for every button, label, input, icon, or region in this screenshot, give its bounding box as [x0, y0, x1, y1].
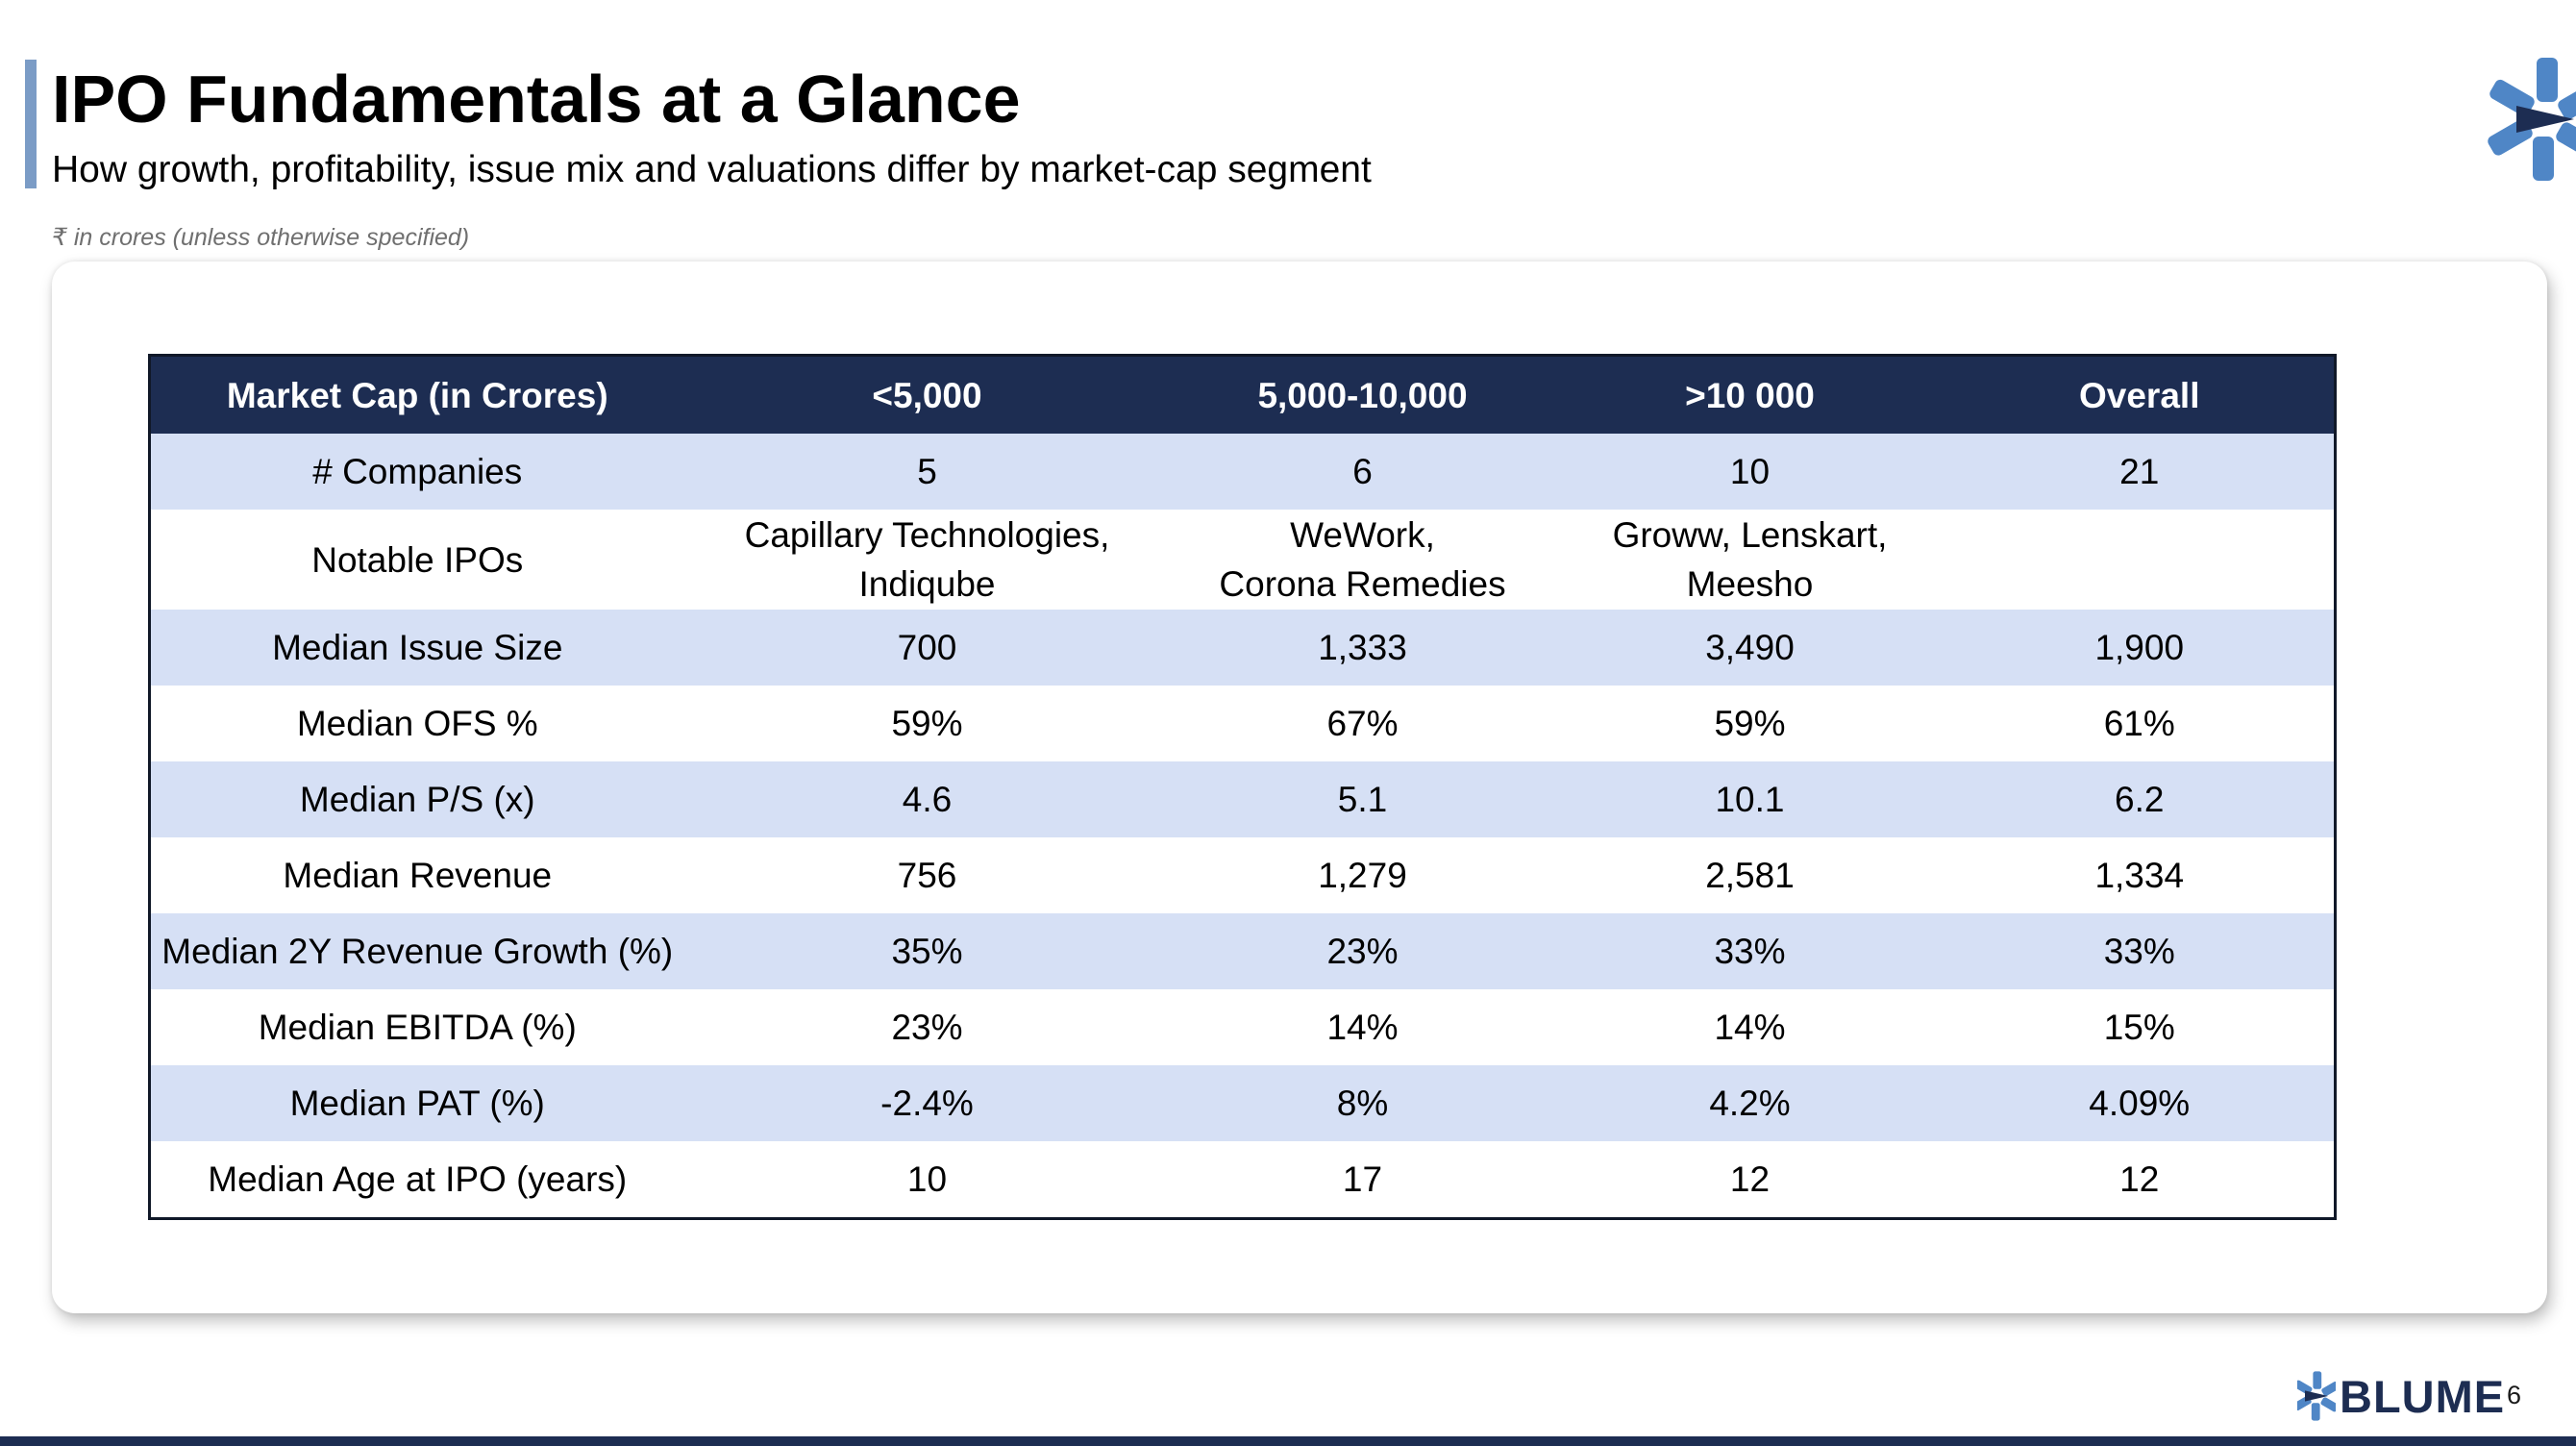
table-cell: [1944, 510, 2336, 610]
row-label-cell: # Companies: [149, 434, 684, 510]
table-cell: 23%: [683, 989, 1171, 1065]
table-cell: 756: [683, 837, 1171, 913]
brand-name: BLUME: [2340, 1370, 2506, 1422]
table-cell: 33%: [1554, 913, 1945, 989]
table-cell: 1,334: [1944, 837, 2336, 913]
table-row: Median Issue Size 700 1,333 3,490 1,900: [149, 610, 2336, 686]
table-cell: 10.1: [1554, 761, 1945, 837]
row-label-cell: Median P/S (x): [149, 761, 684, 837]
table-cell: 23%: [1170, 913, 1555, 989]
table-cell: 4.6: [683, 761, 1171, 837]
table-cell: 4.2%: [1554, 1065, 1945, 1141]
table-cell: 2,581: [1554, 837, 1945, 913]
table-cell: 61%: [1944, 686, 2336, 761]
table-cell: 59%: [683, 686, 1171, 761]
table-row: Median Revenue 756 1,279 2,581 1,334: [149, 837, 2336, 913]
row-label-cell: Median Age at IPO (years): [149, 1141, 684, 1219]
column-header: Market Cap (in Crores): [149, 355, 684, 434]
table-cell: 14%: [1554, 989, 1945, 1065]
table-cell: 3,490: [1554, 610, 1945, 686]
table-cell: 6: [1170, 434, 1555, 510]
table-cell: Groww, Lenskart, Meesho: [1554, 510, 1945, 610]
table-header-row: Market Cap (in Crores) <5,000 5,000-10,0…: [149, 355, 2336, 434]
table-cell: 5.1: [1170, 761, 1555, 837]
table-cell: 33%: [1944, 913, 2336, 989]
table-cell: WeWork, Corona Remedies: [1170, 510, 1555, 610]
row-label-cell: Median Revenue: [149, 837, 684, 913]
units-note: ₹ in crores (unless otherwise specified): [52, 224, 470, 251]
blume-star-icon: [2488, 58, 2576, 181]
table-cell: -2.4%: [683, 1065, 1171, 1141]
footer-logo: BLUME: [2297, 1369, 2505, 1423]
table-row: Median EBITDA (%) 23% 14% 14% 15%: [149, 989, 2336, 1065]
ipo-fundamentals-table: Market Cap (in Crores) <5,000 5,000-10,0…: [148, 354, 2337, 1220]
row-label-cell: Median OFS %: [149, 686, 684, 761]
table-row: Median OFS % 59% 67% 59% 61%: [149, 686, 2336, 761]
table-row: Median P/S (x) 4.6 5.1 10.1 6.2: [149, 761, 2336, 837]
column-header: 5,000-10,000: [1170, 355, 1555, 434]
table-cell: 700: [683, 610, 1171, 686]
row-label-cell: Median 2Y Revenue Growth (%): [149, 913, 684, 989]
row-label-cell: Median PAT (%): [149, 1065, 684, 1141]
title-accent-bar: [25, 60, 37, 188]
table-cell: 10: [683, 1141, 1171, 1219]
page-title: IPO Fundamentals at a Glance: [52, 62, 1021, 137]
table-cell: 67%: [1170, 686, 1555, 761]
footer-bar: [0, 1436, 2576, 1446]
row-label-cell: Median Issue Size: [149, 610, 684, 686]
row-label-cell: Notable IPOs: [149, 510, 684, 610]
table-cell: 14%: [1170, 989, 1555, 1065]
table-cell: 1,900: [1944, 610, 2336, 686]
table-cell: 5: [683, 434, 1171, 510]
table-cell: 1,279: [1170, 837, 1555, 913]
table-cell: 8%: [1170, 1065, 1555, 1141]
row-label-cell: Median EBITDA (%): [149, 989, 684, 1065]
page-subtitle: How growth, profitability, issue mix and…: [52, 149, 1372, 190]
table-cell: Capillary Technologies, Indiqube: [683, 510, 1171, 610]
table-cell: 4.09%: [1944, 1065, 2336, 1141]
table-row: Median 2Y Revenue Growth (%) 35% 23% 33% 33%: [149, 913, 2336, 989]
page-number: 6: [2507, 1381, 2522, 1409]
table-cell: 12: [1554, 1141, 1945, 1219]
table-cell: 21: [1944, 434, 2336, 510]
column-header: <5,000: [683, 355, 1171, 434]
table-cell: 35%: [683, 913, 1171, 989]
column-header: >10 000: [1554, 355, 1945, 434]
table-cell: 17: [1170, 1141, 1555, 1219]
table-cell: 6.2: [1944, 761, 2336, 837]
blume-star-icon: [2297, 1371, 2336, 1421]
table-row: Notable IPOs Capillary Technologies, Indiq…: [149, 510, 2336, 610]
table-cell: 10: [1554, 434, 1945, 510]
table-cell: 12: [1944, 1141, 2336, 1219]
table-cell: 1,333: [1170, 610, 1555, 686]
column-header: Overall: [1944, 355, 2336, 434]
table-row: Median PAT (%) -2.4% 8% 4.2% 4.09%: [149, 1065, 2336, 1141]
table-cell: 15%: [1944, 989, 2336, 1065]
table-cell: 59%: [1554, 686, 1945, 761]
table-row: Median Age at IPO (years) 10 17 12 12: [149, 1141, 2336, 1219]
table-row: # Companies 5 6 10 21: [149, 434, 2336, 510]
